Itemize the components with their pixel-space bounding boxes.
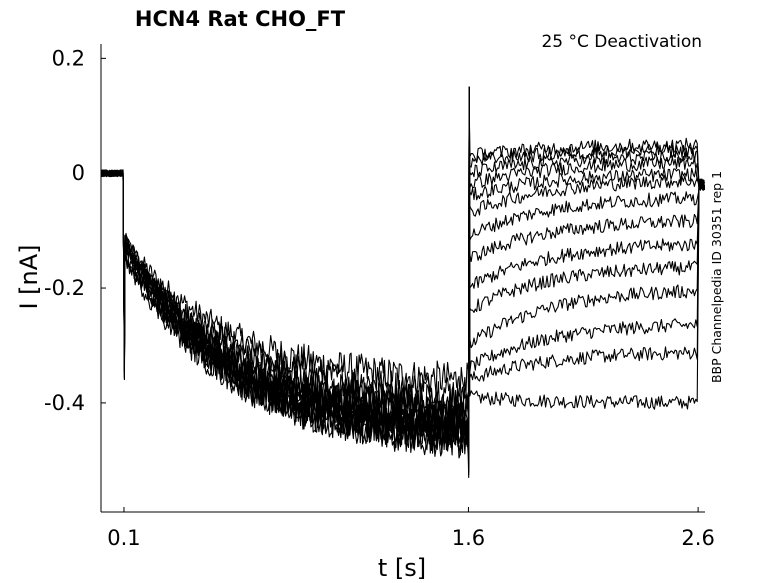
traces-group [100, 86, 706, 479]
current-trace [100, 86, 706, 476]
y-axis-label: I [nA] [15, 244, 43, 309]
x-tick-label: 2.6 [681, 526, 714, 550]
chart-title: HCN4 Rat CHO_FT [135, 7, 346, 31]
plot-area [100, 86, 706, 479]
x-tick-label: 0.1 [107, 526, 140, 550]
current-trace [100, 86, 706, 450]
side-label: BBP Channelpedia ID 30351 rep 1 [709, 171, 724, 383]
current-trace [100, 86, 706, 444]
current-trace [100, 86, 705, 427]
y-tick-label: 0 [72, 161, 85, 185]
current-trace [100, 86, 705, 479]
y-tick-label: 0.2 [52, 46, 85, 70]
y-tick-label: -0.4 [44, 391, 85, 415]
x-ticks: 0.1 1.6 2.6 [107, 507, 715, 550]
y-tick-label: -0.2 [44, 276, 85, 300]
x-axis-label: t [s] [378, 554, 426, 582]
x-tick-label: 1.6 [452, 526, 485, 550]
y-ticks: 0.2 0 -0.2 -0.4 [44, 46, 106, 415]
condition-label: 25 °C Deactivation [541, 32, 702, 52]
